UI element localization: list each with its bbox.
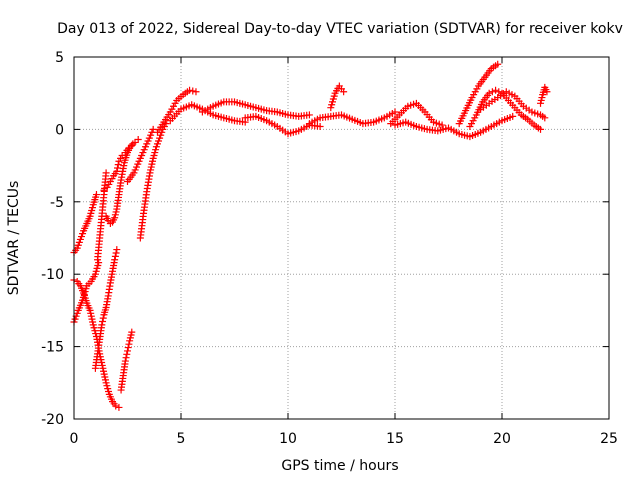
data-point: [121, 357, 129, 365]
data-point: [492, 86, 500, 94]
data-point: [149, 125, 157, 133]
x-axis-label: GPS time / hours: [281, 458, 398, 474]
data-point: [123, 350, 131, 358]
data-point: [124, 344, 132, 352]
data-point: [99, 314, 107, 322]
data-point: [189, 87, 197, 95]
x-tick-label: 0: [70, 431, 79, 447]
data-point: [113, 167, 121, 175]
x-tick-label: 10: [279, 431, 297, 447]
data-point: [113, 246, 121, 254]
data-point: [305, 111, 313, 119]
series-track-5: [94, 169, 110, 264]
series-track-8: [117, 328, 136, 394]
data-point: [391, 108, 399, 116]
data-point: [543, 88, 551, 96]
data-point: [124, 347, 131, 355]
series-track-19: [455, 60, 502, 128]
series-track-12: [166, 101, 249, 126]
data-point: [537, 125, 545, 133]
axis-ticks: 0 5 10 15 20 25 -20 -15 -10 -5 0 5: [41, 50, 618, 447]
y-tick-label: 5: [55, 50, 64, 66]
series-track-4: [91, 246, 121, 372]
data-point: [129, 140, 137, 148]
data-point: [494, 60, 502, 68]
series-track-18: [391, 112, 517, 141]
data-point: [102, 169, 110, 177]
series-track-1: [70, 191, 100, 256]
data-point: [186, 86, 194, 94]
series-track-11: [153, 86, 200, 136]
data-point: [134, 136, 142, 144]
series-track-20: [466, 86, 545, 133]
data-point: [122, 354, 130, 362]
data-point: [495, 88, 503, 96]
plot-frame: [73, 56, 610, 420]
series-track-10: [136, 120, 170, 242]
data-point: [111, 256, 119, 264]
series-track-21: [477, 88, 549, 122]
y-tick-label: -10: [41, 267, 64, 283]
data-point: [125, 340, 133, 348]
data-point: [112, 249, 120, 257]
data-point: [438, 121, 446, 129]
x-tick-label: 15: [386, 431, 404, 447]
series-track-2: [70, 259, 103, 326]
data-point: [509, 112, 517, 120]
data-point: [115, 403, 123, 411]
series-track-15: [305, 108, 399, 128]
series-track-7: [102, 140, 137, 228]
y-tick-label: -15: [41, 340, 64, 356]
data-point: [112, 402, 120, 410]
data-point: [541, 114, 549, 122]
chart-title: Day 013 of 2022, Sidereal Day-to-day VTE…: [57, 21, 623, 37]
data-point: [192, 88, 200, 96]
data-points: [70, 60, 551, 411]
y-tick-label: -20: [41, 412, 64, 428]
series-track-22: [537, 83, 551, 107]
y-tick-label: -5: [50, 195, 64, 211]
data-point: [92, 191, 100, 199]
x-tick-label: 20: [493, 431, 511, 447]
data-point: [114, 161, 122, 169]
data-point: [340, 88, 348, 96]
x-tick-label: 25: [600, 431, 618, 447]
series-track-3: [70, 276, 123, 411]
data-point: [99, 318, 107, 326]
series-track-13: [198, 98, 313, 120]
data-point: [316, 123, 324, 131]
x-tick-label: 5: [177, 431, 186, 447]
series-track-16: [327, 82, 348, 112]
data-point: [485, 89, 493, 97]
series-track-17: [387, 99, 446, 129]
y-axis-label: SDTVAR / TECUs: [6, 181, 22, 296]
data-point: [98, 321, 106, 329]
data-point: [111, 252, 119, 260]
data-point: [128, 328, 136, 336]
data-point: [488, 88, 496, 96]
y-tick-label: 0: [55, 122, 64, 138]
